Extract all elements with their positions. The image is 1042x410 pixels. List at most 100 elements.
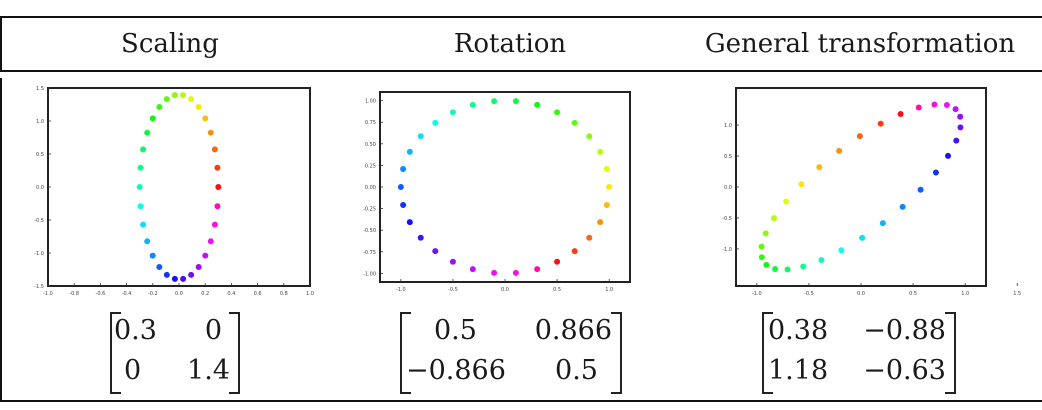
matrix-cell: 0.866 — [535, 316, 612, 346]
x-tick-label: 0.8 — [280, 291, 288, 297]
x-tick-label: -1.0 — [752, 291, 762, 297]
header-rotation: Rotation — [410, 24, 610, 64]
scatter-point — [450, 259, 456, 265]
matrix-cell: 0 — [205, 316, 222, 346]
scatter-point — [196, 104, 202, 110]
scatter-point — [957, 124, 963, 130]
matrix-cell: 0.5 — [555, 356, 598, 386]
scatter-point — [604, 166, 610, 172]
scatter-point — [818, 257, 824, 263]
y-tick-label: 0.5 — [724, 154, 732, 160]
scatter-point — [604, 202, 610, 208]
scatter-point — [785, 267, 791, 273]
scatter-point — [534, 266, 540, 272]
rotation-scatter-plot: -1.0 -0.5 0.0 0.5 1.0 -1.00 -0.75 -0.50 -0.25 0.0… — [352, 82, 642, 302]
y-tick-label: 0.25 — [365, 163, 376, 169]
matrix-right-bracket — [611, 312, 622, 394]
plot-frame — [48, 88, 310, 286]
y-tick-label: 0.50 — [365, 142, 376, 148]
top-rule — [0, 16, 1042, 18]
scatter-point — [916, 104, 922, 110]
scatter-point — [418, 133, 424, 139]
scatter-point — [400, 166, 406, 172]
x-tick-label: 0.0 — [175, 291, 183, 297]
x-tick-label: 1.0 — [306, 291, 314, 297]
y-tick-label: 1.5 — [36, 86, 44, 92]
header-general-transformation: General transformation — [680, 24, 1040, 64]
scatter-point — [554, 259, 560, 265]
matrix-cell: 0.38 — [768, 316, 828, 346]
scatter-point — [140, 222, 146, 228]
y-tick-label: 1.0 — [724, 123, 732, 129]
bottom-rule — [0, 400, 1042, 402]
scatter-point — [513, 270, 519, 276]
scatter-point — [450, 109, 456, 115]
y-tick-label: -0.50 — [363, 228, 376, 234]
scatter-point — [880, 220, 886, 226]
left-rule-body — [0, 78, 2, 400]
scatter-point — [140, 146, 146, 152]
x-tick-label: 1.0 — [605, 287, 613, 293]
scatter-point — [144, 130, 150, 136]
scatter-point — [513, 98, 519, 104]
scatter-point — [188, 272, 194, 278]
y-tick-label: 0.5 — [36, 152, 44, 158]
y-tick-label: 1.00 — [365, 99, 376, 105]
scatter-point — [491, 270, 497, 276]
scatter-point — [432, 248, 438, 254]
scatter-point — [771, 215, 777, 221]
scatter-point — [214, 165, 220, 171]
scatter-point — [763, 262, 769, 268]
rotation-matrix: 0.5 0.866 −0.866 0.5 — [400, 312, 622, 394]
scatter-point — [800, 264, 806, 270]
scatter-point — [957, 114, 963, 120]
scatter-point — [407, 149, 413, 155]
scatter-point — [953, 106, 959, 112]
scatter-point — [586, 133, 592, 139]
x-tick-label: -0.2 — [148, 291, 158, 297]
x-tick-label: -1.0 — [396, 287, 406, 293]
scatter-point — [772, 266, 778, 272]
scatter-point — [208, 130, 214, 136]
x-tick-label: -0.6 — [96, 291, 106, 297]
x-tick-label: 0.6 — [254, 291, 262, 297]
scatter-point — [798, 181, 804, 187]
x-tick-label: -0.5 — [448, 287, 458, 293]
scatter-point — [900, 204, 906, 210]
scatter-point — [202, 115, 208, 121]
general-transformation-scatter-plot: -1.0 -0.5 0.0 0.5 1.0 1.5 -1.0 -0.5 0.0 0.5 1.0 — [708, 82, 998, 302]
scatter-point — [859, 235, 865, 241]
scatter-point — [432, 120, 438, 126]
scatter-point — [400, 202, 406, 208]
scatter-point — [945, 153, 951, 159]
scatter-point — [164, 96, 170, 102]
y-tick-label: -0.5 — [34, 218, 44, 224]
x-tick-label: 0.5 — [909, 291, 917, 297]
scatter-point — [398, 184, 404, 190]
scatter-point — [208, 238, 214, 244]
matrix-right-bracket — [229, 312, 240, 394]
x-tick-label: -0.4 — [122, 291, 132, 297]
scatter-point — [491, 98, 497, 104]
plot-frame — [380, 92, 630, 282]
scatter-point — [572, 248, 578, 254]
scatter-point — [150, 253, 156, 259]
scatter-point — [172, 276, 178, 282]
scaling-scatter-plot: -1.0 -0.8 -0.6 -0.4 -0.2 0.0 0.2 0.4 0.6 0.8 1.0 -1… — [20, 82, 320, 302]
scatter-point — [156, 104, 162, 110]
scatter-point — [188, 96, 194, 102]
scatter-point — [759, 244, 765, 250]
scatter-point — [156, 264, 162, 270]
header-scaling: Scaling — [70, 24, 270, 64]
scatter-point — [137, 184, 143, 190]
scatter-point — [572, 120, 578, 126]
scatter-point — [138, 165, 144, 171]
scatter-point — [418, 235, 424, 241]
scatter-point — [933, 169, 939, 175]
scatter-point — [180, 92, 186, 98]
scatter-point — [783, 199, 789, 205]
scatter-point — [470, 102, 476, 108]
scatter-point — [606, 184, 612, 190]
scatter-point — [763, 230, 769, 236]
matrix-cell: 1.18 — [768, 356, 828, 386]
